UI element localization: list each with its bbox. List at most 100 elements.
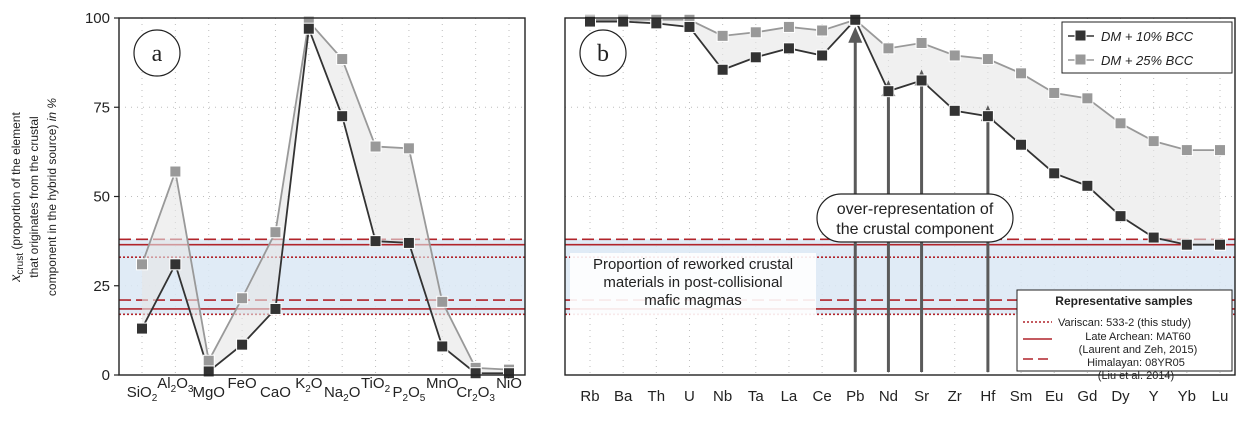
annotation-line1: over-representation of (837, 201, 994, 218)
legend-marker-25 (1074, 53, 1087, 66)
band-label: Proportion of reworked crustal materials… (570, 253, 816, 317)
data-point-10 (584, 15, 596, 28)
x-tick-label: Hf (980, 388, 996, 405)
x-tick-label: Yb (1178, 388, 1196, 405)
data-point-10 (1114, 210, 1127, 223)
y-tick-label: 100 (85, 10, 110, 27)
legend-box (1061, 21, 1233, 74)
y-axis-label-line3: component in the hybrid source) in % (45, 98, 59, 296)
panel-b-label-circle (579, 29, 627, 77)
band-label-line1: Proportion of reworked crustal (593, 256, 793, 273)
y-axis-label-line1: xcrust (proportion of the element (7, 112, 26, 283)
x-tick-label: Na2O (324, 384, 360, 404)
data-point-10 (1180, 238, 1193, 251)
x-tick-label: FeO (227, 375, 256, 392)
panel-b: Rb Ba Th U Nb Ta La Ce Pb Nd Sr Zr Hf Sm Eu Gd Dy Y Yb Lu b… (564, 13, 1236, 405)
x-tick-label: NiO (496, 375, 522, 392)
x-tick-label: P2O5 (393, 384, 426, 404)
data-point-25 (336, 53, 349, 66)
rep-legend-box (1016, 289, 1233, 372)
data-point-10 (503, 367, 515, 380)
x-tick-label: Y (1149, 388, 1159, 405)
x-tick-label: Sr (914, 388, 929, 405)
data-point-10 (683, 20, 696, 33)
data-point-10 (1081, 179, 1094, 192)
data-point-10 (882, 85, 895, 98)
rep-himalayan-label-1: Himalayan: 08YR05 (1087, 357, 1185, 369)
data-point-25 (1147, 135, 1160, 148)
y-axis-label: xcrust (proportion of the element that o… (7, 98, 59, 296)
panel-b-x-ticks: Rb Ba Th U Nb Ta La Ce Pb Nd Sr Zr Hf Sm Eu Gd Dy Y Yb Lu (580, 388, 1228, 405)
data-point-25 (402, 142, 415, 155)
data-point-25 (882, 42, 895, 55)
panel-a-y-ticks: 0 25 50 75 100 (85, 10, 119, 384)
data-point-10 (1147, 231, 1160, 244)
x-tick-label: SiO2 (127, 384, 158, 404)
data-point-25 (981, 53, 994, 66)
x-tick-label: Ce (813, 388, 832, 405)
data-point-10 (202, 365, 215, 378)
annotation-line2: the crustal component (836, 221, 994, 238)
data-point-10 (981, 110, 994, 123)
rep-late-archean-label-2: (Laurent and Zeh, 2015) (1079, 344, 1198, 356)
x-tick-label: U (684, 388, 695, 405)
data-point-25 (782, 20, 795, 33)
data-point-10 (1015, 138, 1028, 151)
data-point-10 (617, 15, 630, 28)
x-tick-label: Pb (846, 388, 864, 405)
band-label-line2: materials in post-collisional (603, 274, 782, 291)
panel-b-data-points (584, 13, 1226, 251)
x-tick-label: CaO (260, 384, 291, 401)
x-tick-label: Zr (948, 388, 962, 405)
data-point-25 (436, 295, 449, 308)
rep-legend-title: Representative samples (1055, 294, 1193, 308)
x-tick-label: Cr2O3 (456, 384, 495, 404)
data-point-25 (749, 26, 762, 39)
x-tick-label: MgO (192, 384, 225, 401)
band-label-bg (570, 253, 816, 317)
series-line-25 (141, 19, 510, 371)
data-point-10 (236, 338, 249, 351)
data-point-25 (1081, 92, 1094, 105)
data-point-25 (1048, 86, 1061, 99)
data-point-10 (1214, 238, 1226, 251)
data-point-10 (436, 340, 449, 353)
y-tick-label: 25 (93, 278, 110, 295)
data-point-10 (650, 17, 663, 30)
x-tick-label: Ba (614, 388, 633, 405)
legend-marker-10 (1074, 29, 1087, 42)
data-point-10 (369, 235, 382, 248)
annotation-arrow-head (848, 26, 863, 43)
data-point-25 (369, 140, 382, 153)
data-point-10 (402, 236, 415, 249)
data-point-25 (202, 354, 215, 367)
x-tick-label: K2O (295, 375, 322, 395)
annotation-bubble (816, 193, 1014, 243)
data-point-10 (816, 49, 829, 62)
data-point-10 (136, 322, 148, 335)
x-tick-label: Eu (1045, 388, 1063, 405)
panel-b-frame (564, 17, 1236, 376)
data-point-10 (948, 104, 961, 117)
panel-a-data-points (136, 15, 515, 380)
data-point-25 (948, 49, 961, 62)
legend-label-25: DM + 25% BCC (1101, 53, 1194, 68)
data-point-25 (269, 226, 282, 239)
rep-late-archean-label-1: Late Archean: MAT60 (1085, 331, 1191, 343)
data-point-25 (169, 165, 182, 178)
x-tick-label: Nd (879, 388, 898, 405)
data-point-10 (302, 22, 315, 35)
data-point-25 (816, 24, 829, 37)
data-point-10 (336, 110, 349, 123)
data-point-25 (136, 258, 148, 271)
data-point-10 (169, 258, 182, 271)
panel-a-label-circle (133, 29, 181, 77)
data-point-25 (716, 29, 729, 42)
rep-variscan-label: Variscan: 533-2 (this study) (1058, 317, 1191, 329)
data-point-25 (915, 36, 928, 49)
x-tick-label: Nb (713, 388, 732, 405)
legend-label-10: DM + 10% BCC (1101, 29, 1194, 44)
x-tick-label: Sm (1010, 388, 1033, 405)
rep-himalayan-label-2: (Liu et al. 2014) (1098, 370, 1174, 382)
